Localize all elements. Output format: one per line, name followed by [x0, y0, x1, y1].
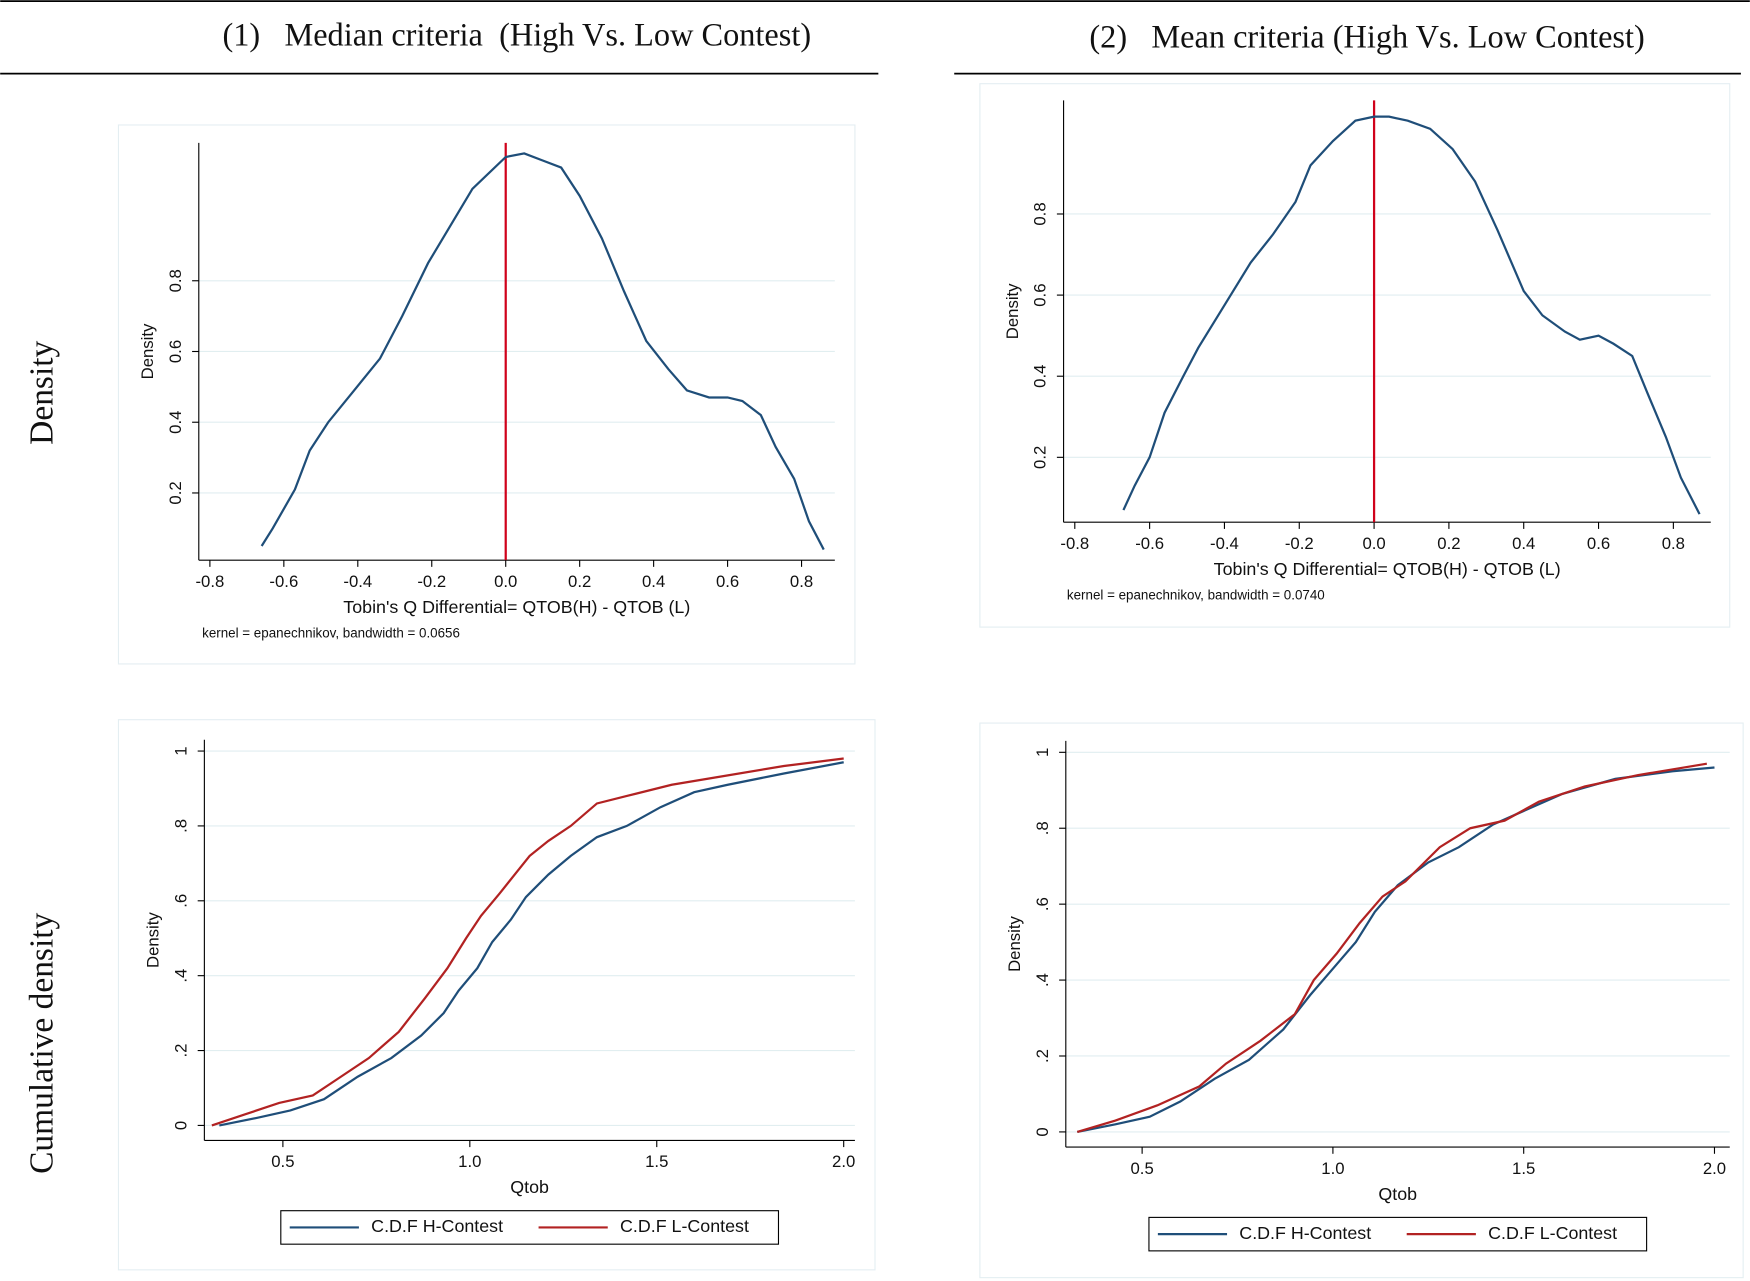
x-tick-label: -0.8 [195, 572, 224, 591]
y-tick-label: 0.6 [166, 340, 185, 363]
x-tick-label: 1.5 [645, 1152, 668, 1171]
x-tick-label: 1.0 [1321, 1159, 1344, 1178]
x-tick-label: 0.2 [568, 572, 591, 591]
y-tick-label: .4 [1033, 973, 1052, 987]
y-tick-label: .8 [1033, 821, 1052, 835]
y-axis-title: Density [138, 323, 157, 379]
note: kernel = epanechnikov, bandwidth = 0.074… [1067, 587, 1325, 602]
legend-label: C.D.F H-Contest [371, 1216, 503, 1236]
y-tick-label: .6 [171, 894, 190, 908]
column-title: (2) Mean criteria (High Vs. Low Contest) [1089, 19, 1644, 55]
data-line [211, 757, 844, 1127]
x-tick-label: -0.8 [1060, 534, 1089, 553]
x-tick-label: 1.5 [1512, 1159, 1535, 1178]
data-line [1077, 766, 1715, 1134]
x-tick-label: 0.0 [1362, 534, 1385, 553]
legend-box [1148, 1216, 1648, 1252]
x-tick-label: 0.2 [1437, 534, 1460, 553]
y-tick-label: .2 [171, 1044, 190, 1058]
x-tick-label: 0.5 [271, 1152, 294, 1171]
x-tick-label: -0.4 [1210, 534, 1239, 553]
x-tick-label: -0.2 [417, 572, 446, 591]
data-line [260, 152, 825, 551]
x-tick-label: 0.8 [790, 572, 813, 591]
y-tick-label: 0 [1033, 1127, 1052, 1136]
plot-frame [979, 83, 1731, 628]
legend-box [280, 1210, 780, 1245]
legend-label: C.D.F H-Contest [1239, 1223, 1371, 1243]
x-tick-label: 0.4 [1512, 534, 1535, 553]
x-axis-title: Tobin's Q Differential= QTOB(H) - QTOB (… [343, 597, 690, 617]
y-tick-label: .2 [1033, 1049, 1052, 1063]
plot-frame [979, 722, 1744, 1279]
x-tick-label: 0.0 [494, 572, 517, 591]
y-tick-label: 1 [171, 746, 190, 755]
y-tick-label: 0.2 [1031, 446, 1050, 469]
y-tick-label: 0.6 [1031, 283, 1050, 306]
y-tick-label: 0 [171, 1121, 190, 1130]
y-axis-title: Density [144, 912, 163, 968]
y-tick-label: .6 [1033, 897, 1052, 911]
y-tick-label: 1 [1033, 748, 1052, 757]
x-tick-label: -0.6 [1135, 534, 1164, 553]
y-tick-label: 0.4 [166, 411, 185, 434]
y-tick-label: 0.8 [166, 269, 185, 292]
x-tick-label: 0.4 [642, 572, 665, 591]
y-axis-title: Density [1003, 283, 1022, 339]
x-tick-label: 0.6 [1587, 534, 1610, 553]
y-axis-title: Density [1005, 915, 1024, 971]
x-tick-label: -0.2 [1285, 534, 1314, 553]
row-label: Cumulative density [23, 912, 60, 1173]
y-tick-label: 0.8 [1031, 202, 1050, 225]
plot-frame [117, 124, 856, 665]
legend-label: C.D.F L-Contest [620, 1216, 749, 1236]
y-tick-label: 0.4 [1031, 365, 1050, 388]
data-line [1122, 115, 1701, 515]
x-tick-label: -0.4 [343, 572, 372, 591]
plot-frame [117, 719, 876, 1271]
x-tick-label: -0.6 [269, 572, 298, 591]
y-tick-label: .8 [171, 819, 190, 833]
x-tick-label: 0.6 [716, 572, 739, 591]
x-axis-title: Qtob [510, 1177, 549, 1197]
x-tick-label: 0.5 [1131, 1159, 1154, 1178]
data-line [219, 761, 844, 1127]
row-label: Density [23, 340, 60, 444]
x-tick-label: 1.0 [458, 1152, 481, 1171]
x-tick-label: 2.0 [1703, 1159, 1726, 1178]
y-tick-label: 0.2 [166, 481, 185, 504]
column-title: (1) Median criteria (High Vs. Low Contes… [222, 16, 811, 52]
legend-label: C.D.F L-Contest [1488, 1223, 1617, 1243]
note: kernel = epanechnikov, bandwidth = 0.065… [202, 625, 460, 640]
x-axis-title: Qtob [1378, 1184, 1417, 1204]
data-line [1076, 762, 1708, 1133]
x-tick-label: 0.8 [1662, 534, 1685, 553]
y-tick-label: .4 [171, 969, 190, 983]
x-tick-label: 2.0 [832, 1152, 855, 1171]
x-axis-title: Tobin's Q Differential= QTOB(H) - QTOB (… [1214, 559, 1561, 579]
